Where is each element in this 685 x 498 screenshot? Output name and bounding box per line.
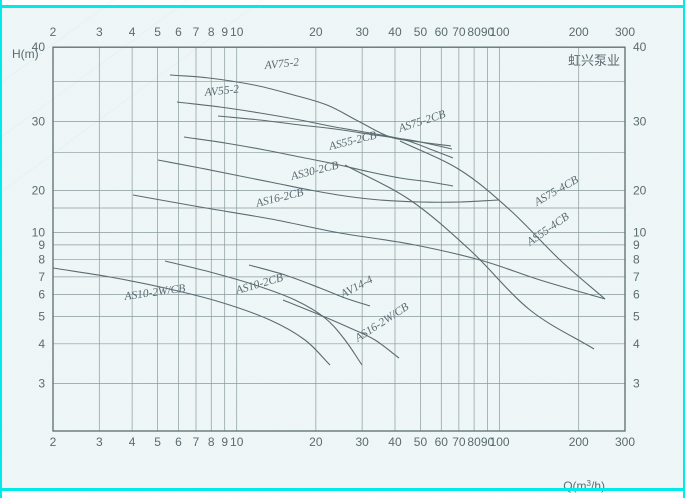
svg-text:20: 20 [309,435,323,449]
svg-text:5: 5 [154,25,161,39]
svg-text:80: 80 [467,435,481,449]
svg-text:3: 3 [96,435,103,449]
svg-text:60: 60 [435,25,449,39]
svg-text:20: 20 [633,184,647,198]
svg-text:虹兴泵业: 虹兴泵业 [568,53,620,68]
svg-text:20: 20 [309,25,323,39]
svg-text:3: 3 [96,25,103,39]
svg-text:300: 300 [615,25,635,39]
svg-text:100: 100 [490,435,510,449]
svg-text:9: 9 [633,238,640,252]
svg-text:40: 40 [633,40,647,54]
svg-text:8: 8 [208,435,215,449]
svg-text:60: 60 [435,435,449,449]
svg-text:9: 9 [221,435,228,449]
svg-text:4: 4 [129,435,136,449]
svg-text:10: 10 [230,435,244,449]
svg-text:40: 40 [388,25,402,39]
svg-text:40: 40 [388,435,402,449]
svg-text:40: 40 [32,40,46,54]
svg-text:7: 7 [633,270,640,284]
svg-text:8: 8 [38,252,45,266]
svg-text:100: 100 [490,25,510,39]
svg-text:7: 7 [193,435,200,449]
svg-text:8: 8 [633,252,640,266]
svg-text:200: 200 [569,25,589,39]
svg-text:4: 4 [633,337,640,351]
svg-text:10: 10 [230,25,244,39]
svg-text:7: 7 [38,270,45,284]
svg-text:2: 2 [50,435,57,449]
svg-text:6: 6 [175,435,182,449]
svg-text:6: 6 [633,287,640,301]
svg-text:6: 6 [175,25,182,39]
svg-text:8: 8 [208,25,215,39]
svg-text:3: 3 [633,377,640,391]
svg-text:20: 20 [32,184,46,198]
svg-text:4: 4 [129,25,136,39]
svg-text:9: 9 [221,25,228,39]
svg-text:50: 50 [414,435,428,449]
svg-text:2: 2 [50,25,57,39]
svg-text:30: 30 [355,435,369,449]
svg-text:80: 80 [467,25,481,39]
svg-text:9: 9 [38,238,45,252]
svg-text:3: 3 [38,377,45,391]
svg-text:4: 4 [38,337,45,351]
svg-text:5: 5 [633,310,640,324]
svg-text:6: 6 [38,287,45,301]
svg-text:5: 5 [154,435,161,449]
svg-text:200: 200 [569,435,589,449]
svg-text:300: 300 [615,435,635,449]
svg-text:7: 7 [193,25,200,39]
svg-text:5: 5 [38,310,45,324]
svg-text:30: 30 [32,115,46,129]
svg-text:30: 30 [633,115,647,129]
svg-text:50: 50 [414,25,428,39]
svg-text:70: 70 [452,25,466,39]
svg-text:70: 70 [452,435,466,449]
svg-text:30: 30 [355,25,369,39]
